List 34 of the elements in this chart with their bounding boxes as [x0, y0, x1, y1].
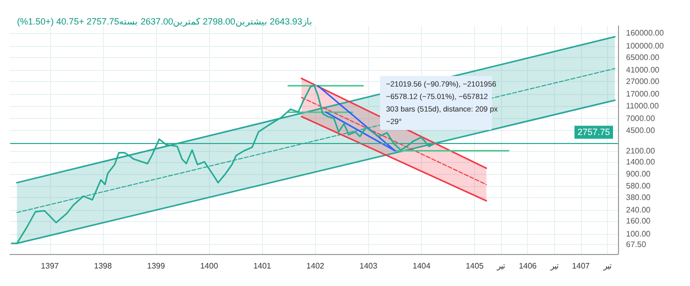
y-tick-label: 17000.00 — [626, 90, 660, 99]
y-tick-label: 1400.00 — [626, 158, 656, 167]
x-tick-label: 1403 — [360, 262, 378, 270]
x-tick-label: 1399 — [147, 262, 166, 270]
x-tick-label: 1406 — [518, 262, 538, 270]
y-tick-label: 100000.00 — [626, 41, 664, 50]
x-tick-label: 1401 — [253, 262, 272, 270]
x-tick-label: تیر — [496, 262, 506, 270]
y-tick-label: 2100.00 — [626, 146, 656, 156]
x-tick-label: 1398 — [94, 262, 112, 270]
y-tick-label: 65000.00 — [626, 53, 660, 62]
y-tick-label: 67.50 — [626, 240, 647, 250]
y-tick-label: 900.00 — [626, 170, 652, 179]
y-tick-label: 380.00 — [626, 193, 652, 202]
x-tick-label: تیر — [549, 262, 558, 270]
y-tick-label: 11000.00 — [626, 102, 660, 111]
y-tick-label: 160000.00 — [626, 28, 664, 38]
y-tick-label: 160.00 — [626, 216, 652, 226]
y-tick-label: 7000.00 — [626, 114, 656, 123]
chart-subtitle: باز2643.93 بیشترین2798.00 کمترین2637.00 بسته2757.75 +40.75 (+1.50%) — [17, 16, 312, 28]
y-tick-label: 41000.00 — [626, 66, 660, 75]
y-tick-label: 100.00 — [626, 230, 652, 239]
x-tick-label: تیر — [602, 262, 612, 270]
x-tick-label: 1404 — [412, 262, 431, 270]
x-tick-label: 1407 — [572, 262, 590, 270]
y-tick-label: 240.00 — [626, 206, 652, 215]
y-tick-label: 580.00 — [626, 182, 652, 191]
ref-line-label: 2757.75 — [577, 127, 610, 138]
x-tick-label: 1405 — [466, 262, 484, 270]
x-tick-label: 1400 — [200, 262, 219, 270]
x-tick-label: 1402 — [306, 262, 325, 270]
y-tick-label: 27000.00 — [626, 77, 660, 86]
y-tick-label: 4500.00 — [626, 126, 656, 135]
x-tick-label: 1397 — [40, 262, 60, 270]
